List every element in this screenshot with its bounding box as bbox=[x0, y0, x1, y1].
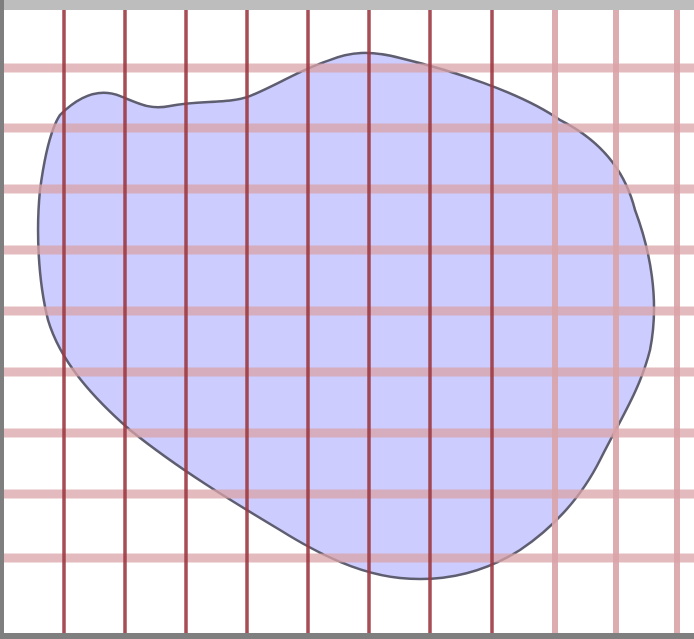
top-bar bbox=[0, 0, 694, 10]
blob-region bbox=[36, 51, 656, 581]
grid-layer bbox=[4, 10, 694, 633]
frame-left bbox=[0, 0, 4, 639]
frame-bottom bbox=[0, 633, 694, 639]
